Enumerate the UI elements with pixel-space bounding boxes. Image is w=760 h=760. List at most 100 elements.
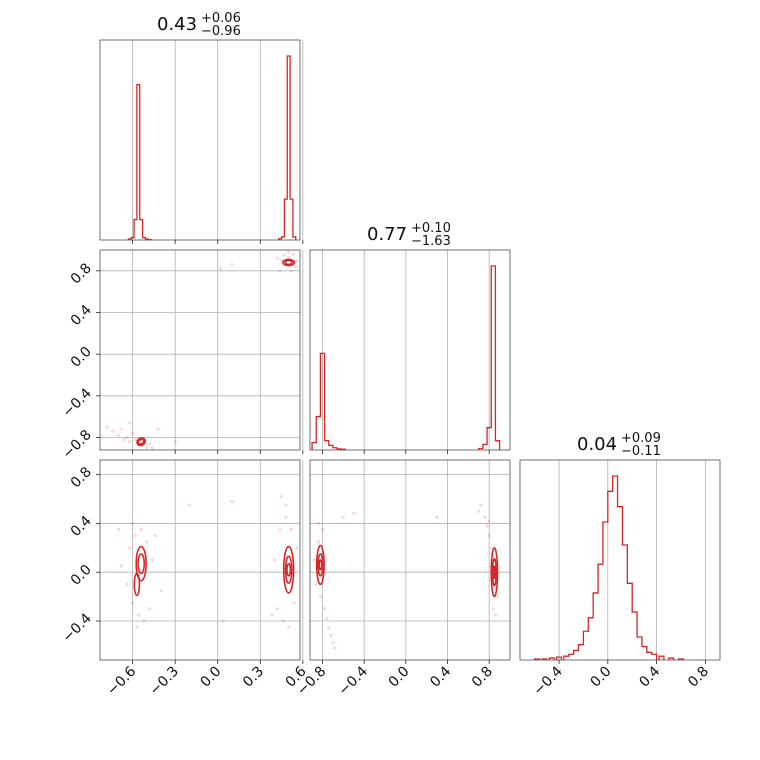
scatter-point [295,258,299,263]
scatter-point [122,437,126,442]
histogram-bin [588,618,593,660]
scatter-panel-1-2 [309,459,511,661]
scatter-point [150,446,155,450]
title-minus: −0.96 [201,24,241,39]
panel-title-2: 0.04 +0.09−0.11 [577,431,661,459]
scatter-point [230,262,234,267]
scatter-point [483,515,487,519]
density-contour [133,572,141,597]
histogram-bin [627,583,632,660]
scatter-point [218,267,223,271]
y-tick-label: −0.8 [59,427,94,462]
title-value: 0.43 [157,14,197,35]
histogram-bin [622,545,627,660]
scatter-point [275,607,279,611]
histogram-bin [647,652,652,660]
scatter-point [135,625,139,629]
density-contour [137,438,145,445]
scatter-point [312,558,316,562]
density-contour [490,547,499,598]
histogram-bin [603,522,608,660]
histogram-bin [632,612,637,660]
panel-frame [519,459,721,661]
title-value: 0.04 [577,434,617,455]
histogram-bin [569,654,574,660]
scatter-point [289,269,294,273]
density-contour [317,553,324,577]
scatter-point [150,558,155,562]
y-tick-label: 0.0 [68,344,95,371]
scatter-point [493,613,498,617]
x-tick-label: 0.4 [636,663,663,690]
scatter-point [287,255,291,259]
panel-frame [99,249,301,451]
histogram-bin [652,654,657,660]
histogram-panel-2 [519,459,721,661]
density-contour [135,545,147,582]
scatter-point [352,512,356,516]
y-tick-label: 0.4 [68,302,95,329]
scatter-point [119,427,123,431]
scatter-point [327,626,331,630]
scatter-point [281,619,285,623]
scatter-point [156,427,160,431]
title-plus: +0.06 [201,11,241,26]
histogram-bin [598,564,603,660]
scatter-point [278,527,282,532]
scatter-point [292,601,296,605]
scatter-point [153,534,157,538]
density-contour [318,559,323,571]
histogram-bin [579,645,584,660]
scatter-point [131,601,135,605]
scatter-point [291,252,295,256]
density-contour [492,565,497,580]
histogram-bin [593,593,598,660]
panel-frame [99,459,301,661]
scatter-point [136,613,140,617]
title-minus: −1.63 [411,234,451,249]
histogram-bin [608,491,613,660]
scatter-point [487,534,491,538]
histogram-bin [583,631,588,660]
scatter-point [289,527,294,532]
x-tick-label: −0.6 [104,663,139,698]
scatter-point [145,540,149,544]
scatter-point [295,546,299,550]
histogram-bin [574,650,579,660]
y-tick-label: −0.4 [59,610,94,645]
scatter-panel-0-2 [99,459,304,661]
density-contour [284,259,293,266]
title-plus: +0.10 [411,221,451,236]
x-tick-label: 0.0 [588,664,615,691]
scatter-point [284,515,288,519]
scatter-point [128,440,132,444]
histogram-series-1 [311,265,501,450]
scatter-point [142,619,146,623]
density-contour [282,545,295,594]
scatter-point [320,527,325,532]
scatter-point [221,619,226,623]
density-contour [286,562,292,577]
x-tick-label: −0.3 [147,664,182,699]
histogram-series-0 [127,55,297,241]
scatter-point [125,582,129,586]
panel-frame [309,249,511,451]
scatter-point [270,613,274,617]
scatter-point [485,524,489,528]
y-tick-label: 0.4 [68,513,95,540]
x-tick-label: −0.4 [336,663,371,698]
scatter-point [329,634,333,638]
scatter-point [318,594,323,599]
x-tick-label: 0.0 [198,664,225,691]
density-contour [315,544,325,586]
scatter-point [316,540,320,544]
histogram-panel-0 [99,39,304,241]
scatter-point [125,435,129,440]
scatter-point [275,256,279,260]
scatter-point [435,515,439,519]
density-contour [282,258,296,267]
y-tick-label: 0.8 [68,464,95,491]
scatter-point [159,588,163,593]
scatter-point [116,433,121,438]
